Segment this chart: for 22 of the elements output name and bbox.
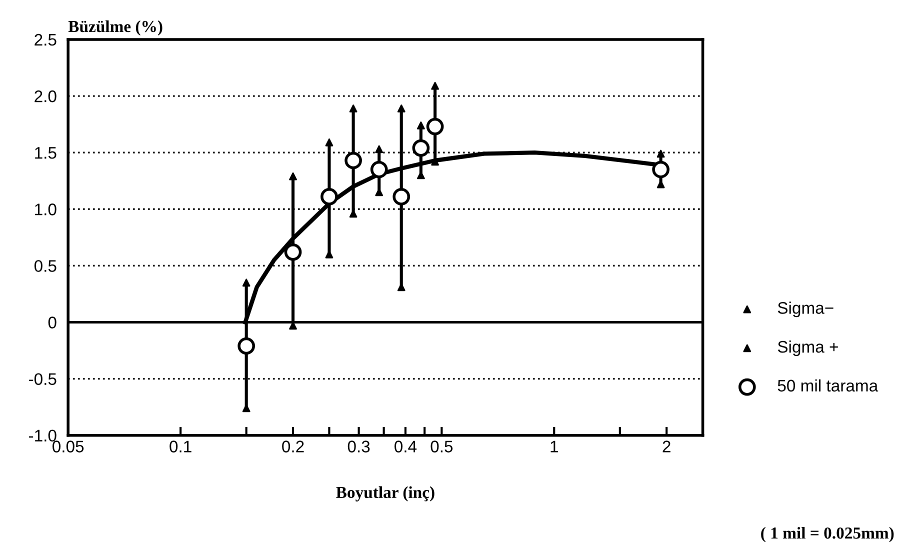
x-tick-label: 0.2 <box>282 440 304 452</box>
y-tick-label: 0 <box>48 316 56 328</box>
x-tick-label: 0.5 <box>430 440 453 452</box>
x-tick-label: 0.3 <box>348 440 370 452</box>
y-tick-label: 2.0 <box>34 90 56 102</box>
y-tick-label: -0.5 <box>29 373 56 385</box>
y-tick-label: -1.0 <box>29 430 56 442</box>
text: ( 1 mil = 0.025mm) <box>761 526 894 542</box>
x-tick-label: 2 <box>662 440 670 452</box>
legend-label: Sigma− <box>778 302 834 318</box>
x-tick-label: 0.05 <box>52 440 84 452</box>
x-axis-title: Boyutlar (inç) <box>336 486 434 502</box>
y-tick-label: 1.5 <box>35 147 56 159</box>
x-tick-label: 1 <box>550 440 558 452</box>
y-axis-title: Büzülme (%) <box>68 20 162 36</box>
y-tick-label: 2.5 <box>34 34 56 46</box>
y-tick-label: 0.5 <box>34 260 56 272</box>
y-tick-label: 1.0 <box>35 204 56 216</box>
legend-label: 50 mil tarama <box>778 379 878 392</box>
x-tick-label: 0.1 <box>170 440 192 452</box>
x-tick-label: 0.4 <box>394 440 417 452</box>
legend-label: Sigma + <box>778 340 838 356</box>
